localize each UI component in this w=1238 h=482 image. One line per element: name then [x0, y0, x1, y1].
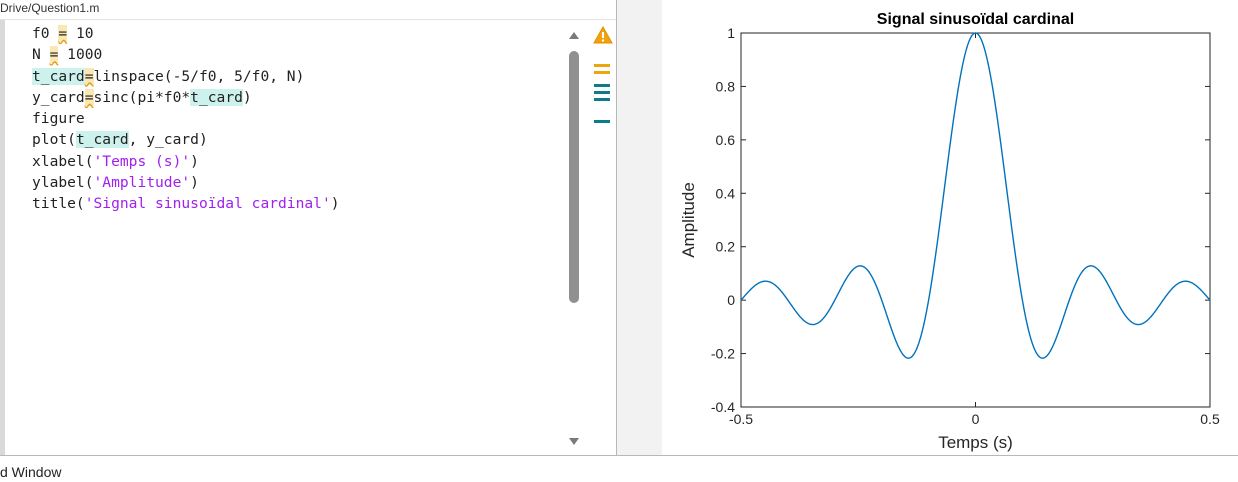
- figure-margin: [617, 0, 662, 455]
- x-axis-label: Temps (s): [938, 433, 1013, 452]
- info-marker[interactable]: [594, 91, 610, 94]
- string-literal: 'Signal sinusoïdal cardinal': [84, 195, 331, 213]
- warning-operator: =: [84, 67, 94, 85]
- highlighted-variable: t_card: [190, 88, 243, 106]
- code-token: linspace(-5/f0, 5/f0, N): [93, 67, 305, 85]
- code-token: N: [32, 46, 50, 64]
- code-analyzer-bar: [590, 20, 616, 456]
- scroll-up-arrow-icon[interactable]: [569, 32, 579, 39]
- command-window-label: d Window: [0, 464, 62, 480]
- string-literal: 'Temps (s)': [93, 152, 191, 170]
- y-tick-label: 0.2: [716, 239, 736, 255]
- code-token: ): [190, 152, 199, 170]
- warning-icon[interactable]: [593, 26, 613, 44]
- code-line[interactable]: xlabel('Temps (s)'): [32, 151, 340, 172]
- editor-scrollbar[interactable]: [566, 20, 582, 456]
- y-tick-label: 1: [727, 25, 735, 41]
- code-token: figure: [32, 110, 85, 128]
- highlighted-variable: t_card: [75, 131, 129, 149]
- scroll-down-arrow-icon[interactable]: [569, 438, 579, 445]
- y-tick-label: 0.6: [716, 132, 736, 148]
- editor-gutter: [0, 20, 5, 456]
- y-tick-label: 0.8: [716, 78, 736, 94]
- code-editor[interactable]: f0 = 10 N = 1000 t_card=linspace(-5/f0, 5/…: [0, 19, 616, 456]
- pane-divider[interactable]: [616, 0, 617, 455]
- code-token: ylabel(: [32, 174, 94, 192]
- y-tick-label: -0.2: [711, 346, 735, 362]
- scroll-thumb[interactable]: [569, 51, 579, 303]
- chart-title: Signal sinusoïdal cardinal: [877, 11, 1074, 28]
- code-line[interactable]: f0 = 10: [32, 23, 340, 44]
- warning-marker[interactable]: [594, 64, 610, 67]
- string-literal: 'Amplitude': [93, 174, 191, 192]
- y-tick-label: 0: [727, 292, 735, 308]
- code-token: title(: [32, 195, 85, 213]
- figure-panel: -0.4 -0.2 0 0.2 0.4 0.6 0.8 1 -0.5 0 0.5 Signal s…: [662, 0, 1238, 455]
- sinc-plot: -0.4 -0.2 0 0.2 0.4 0.6 0.8 1 -0.5 0 0.5 Signal s…: [679, 11, 1220, 452]
- x-tick-label: 0: [972, 411, 980, 427]
- code-line[interactable]: figure: [32, 108, 340, 129]
- warning-operator: =: [49, 46, 59, 64]
- code-area[interactable]: f0 = 10 N = 1000 t_card=linspace(-5/f0, 5/…: [32, 23, 340, 215]
- warning-operator: =: [58, 25, 68, 42]
- code-line[interactable]: N = 1000: [32, 44, 340, 65]
- x-tick-label: 0.5: [1200, 411, 1220, 427]
- plot-axes-box: [740, 32, 1211, 408]
- code-token: ): [330, 195, 340, 213]
- sinc-series-line: [740, 32, 1211, 359]
- code-token: , y_card): [128, 131, 208, 149]
- code-line[interactable]: ylabel('Amplitude'): [32, 172, 340, 193]
- code-line[interactable]: title('Signal sinusoïdal cardinal'): [32, 193, 340, 214]
- code-token: plot(: [32, 131, 76, 149]
- code-line[interactable]: y_card=sinc(pi*f0*t_card): [32, 87, 340, 108]
- code-token: xlabel(: [32, 152, 94, 170]
- info-marker[interactable]: [594, 120, 610, 123]
- code-token: ): [242, 88, 252, 106]
- highlighted-variable: t_card: [32, 67, 85, 85]
- y-axis-label: Amplitude: [679, 182, 698, 258]
- command-window-header[interactable]: d Window: [0, 455, 1238, 482]
- y-tick-label: -0.4: [711, 399, 735, 415]
- info-marker[interactable]: [594, 98, 610, 101]
- y-tick-label: 0.4: [716, 185, 736, 201]
- code-token: y_card: [32, 88, 85, 106]
- code-token: 10: [67, 25, 94, 42]
- code-token: 1000: [58, 46, 103, 64]
- warning-marker[interactable]: [594, 71, 610, 74]
- code-token: ): [190, 174, 199, 192]
- info-marker[interactable]: [594, 84, 610, 87]
- code-line[interactable]: t_card=linspace(-5/f0, 5/f0, N): [32, 66, 340, 87]
- code-line[interactable]: plot(t_card, y_card): [32, 129, 340, 150]
- code-token: f0: [32, 25, 59, 42]
- breadcrumb: Drive/Question1.m: [0, 0, 616, 18]
- x-tick-label: -0.5: [729, 411, 753, 427]
- warning-operator: =: [84, 88, 94, 106]
- code-token: sinc(pi*f0*: [93, 88, 191, 106]
